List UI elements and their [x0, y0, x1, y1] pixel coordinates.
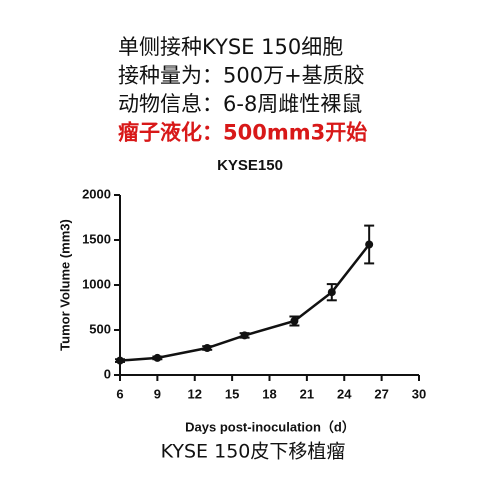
point [290, 317, 299, 325]
x-axis-label: Days post-inoculation（d） [185, 419, 355, 434]
annotation: 单侧接种KYSE 150细胞 [118, 35, 343, 59]
point [116, 356, 124, 365]
y-axis-label: Tumor Volume (mm3) [57, 219, 72, 351]
x-tick-label: 27 [374, 386, 388, 401]
caption: KYSE 150皮下移植瘤 [161, 441, 346, 463]
x-tick-label: 30 [412, 386, 426, 401]
x-tick-label: 12 [188, 386, 202, 401]
point [153, 353, 162, 362]
x-tick-label: 6 [116, 386, 123, 401]
y-tick-label: 1500 [82, 231, 111, 246]
y-tick-label: 0 [104, 366, 111, 381]
y-tick-label: 2000 [82, 186, 111, 201]
point [240, 331, 249, 340]
point [203, 344, 212, 352]
y-tick-label: 1000 [82, 276, 111, 291]
chart-title: KYSE150 [217, 157, 283, 174]
point [327, 288, 336, 297]
point [365, 240, 374, 249]
annotation: 接种量为：500万+基质胶 [118, 64, 365, 88]
x-tick-label: 21 [300, 386, 314, 401]
x-tick-label: 18 [262, 386, 276, 401]
line [119, 243, 371, 362]
annotation: 动物信息：6-8周雌性裸鼠 [118, 92, 362, 116]
x-tick-label: 15 [225, 386, 239, 401]
x-tick-label: 24 [337, 386, 352, 401]
y-tick-label: 500 [89, 321, 111, 336]
annotation: 瘤子液化：500mm3开始 [118, 121, 367, 145]
x-tick-label: 9 [154, 386, 161, 401]
